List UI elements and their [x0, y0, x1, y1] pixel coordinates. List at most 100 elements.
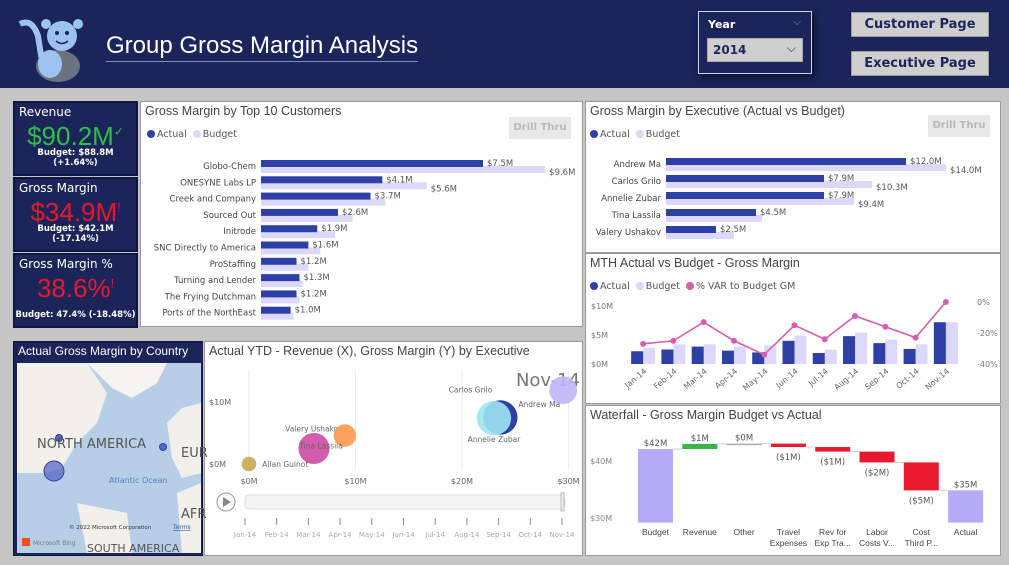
bar-budget — [673, 344, 686, 364]
bar-budget — [666, 232, 734, 239]
bar-actual — [261, 192, 371, 200]
bar-budget — [261, 166, 546, 173]
check-icon: ✓ — [113, 124, 124, 139]
category-label: Carlos Grilo — [612, 177, 661, 187]
timeline-track[interactable] — [244, 494, 566, 510]
x-tick-label: $30M — [557, 477, 579, 486]
y-tick-label: $30M — [590, 514, 612, 523]
category-label: ProStaffing — [210, 260, 256, 270]
x-tick-label: Feb-14 — [652, 367, 679, 391]
bar-budget — [643, 347, 656, 364]
drill-thru-button[interactable]: Drill Thru — [928, 115, 990, 137]
legend-dot-budget — [635, 282, 644, 290]
bar-actual — [261, 257, 297, 265]
data-label-budget: $9.4M — [858, 200, 884, 210]
y2-tick-label: 0% — [977, 298, 990, 307]
bar-budget — [733, 346, 746, 364]
legend-dot-actual — [147, 130, 155, 138]
category-label: ONESYNE Labs LP — [180, 178, 256, 188]
bubble-allan-guinot — [241, 456, 257, 472]
map-label-africa: AFR — [181, 507, 206, 522]
collapse-chevron-icon[interactable]: ⌵ — [793, 17, 801, 28]
x-tick-label: Jun-14 — [774, 367, 800, 391]
data-label: $35M — [954, 480, 978, 490]
y2-tick-label: -20% — [977, 329, 998, 338]
data-label-actual: $1.3M — [303, 273, 329, 283]
play-icon — [223, 497, 231, 507]
mth-chart: $0M $5M $10M 0% -20% -40% Jan-14 Feb-14 Mar-14 Ap… — [591, 298, 998, 393]
data-label-actual: $1.2M — [301, 289, 327, 299]
category-label: Annelie Zubar — [601, 194, 661, 204]
drill-thru-button[interactable]: Drill Thru — [509, 117, 571, 139]
year-slicer[interactable]: Year ⌵ 2014 ⌵ — [698, 11, 812, 74]
executive-page-button[interactable]: Executive Page — [851, 51, 989, 76]
data-label-actual: $1.2M — [301, 257, 327, 267]
kpi-budget: Budget: $88.8M (+1.64%) — [37, 148, 114, 168]
y-tick-label: $0M — [209, 460, 226, 469]
bubble-label: Valery Ushakov — [285, 425, 343, 434]
y-tick-label: $5M — [591, 331, 608, 340]
waterfall-panel: Waterfall - Gross Margin Budget vs Actua… — [585, 405, 1001, 556]
timeline-month-label: Sep-14 — [486, 531, 511, 539]
x-tick-label: Actual — [954, 527, 978, 537]
data-label-actual: $1.6M — [312, 241, 338, 251]
bar-budget — [261, 214, 353, 222]
x-tick-label: Budget — [642, 527, 670, 537]
waterfall-bar — [726, 443, 762, 446]
data-label-actual: $4.1M — [386, 175, 412, 185]
x-tick-label: Other — [733, 527, 754, 537]
x-tick-label: May-14 — [741, 367, 769, 393]
y-tick-label: $0M — [591, 360, 608, 369]
category-label: Turning and Lender — [173, 276, 256, 286]
waterfall-bar — [859, 451, 895, 463]
category-label: Valery Ushakov — [596, 228, 661, 238]
data-label-actual: $2.6M — [342, 208, 368, 218]
x-tick-label: Rev for Exp Tra... — [815, 527, 851, 548]
bar-actual — [691, 346, 704, 364]
y-tick-label: $10M — [209, 398, 231, 407]
land-africa — [177, 483, 201, 553]
customer-page-button[interactable]: Customer Page — [851, 12, 989, 37]
x-tick-label: Sep-14 — [863, 367, 890, 392]
bar-budget — [261, 198, 386, 206]
timeline-handle[interactable] — [560, 492, 565, 512]
scatter-chart: $0M $10M $20M $30M $0M $10M Nov-14 Allan Guinot… — [209, 370, 580, 539]
data-label-actual: $7.9M — [828, 191, 854, 201]
waterfall-bar — [903, 462, 939, 491]
bar-actual — [666, 209, 756, 216]
bar-actual — [721, 350, 734, 364]
chart-legend: Actual Budget % VAR to Budget GM — [587, 281, 795, 292]
var-point — [700, 319, 707, 326]
map-canvas[interactable]: NORTH AMERICA Atlantic Ocean EUR AFR SOU… — [17, 363, 208, 555]
land-greenland — [87, 363, 167, 398]
var-point — [640, 340, 647, 347]
year-dropdown[interactable]: 2014 ⌵ — [707, 38, 803, 62]
x-tick-label: $10M — [344, 477, 366, 486]
chart-title: Gross Margin by Executive (Actual vs Bud… — [590, 104, 845, 118]
alert-icon: ! — [110, 276, 115, 291]
bar-actual — [666, 192, 824, 199]
data-label: $42M — [644, 439, 668, 449]
year-slicer-label: Year — [708, 18, 736, 31]
timeline-month-label: Oct-14 — [519, 531, 543, 539]
legend-dot-budget — [635, 130, 644, 138]
bar-budget — [915, 344, 928, 364]
var-point — [882, 323, 889, 330]
data-label-actual: $7.9M — [828, 174, 854, 184]
data-label-actual: $4.5M — [760, 208, 786, 218]
page-title: Group Gross Margin Analysis — [106, 32, 419, 62]
alert-icon: ! — [117, 200, 121, 215]
data-label-budget: $5.6M — [431, 184, 457, 194]
map-panel: Actual Gross Margin by Country NORTH AME… — [13, 341, 208, 556]
x-tick-label: $20M — [451, 477, 473, 486]
data-label-budget: $10.3M — [876, 183, 908, 193]
category-label: Sourced Out — [203, 211, 256, 221]
data-label: $0M — [735, 434, 753, 444]
data-label: ($1M) — [776, 453, 801, 463]
map-label-south-america: SOUTH AMERICA — [87, 542, 180, 555]
data-label: ($5M) — [909, 496, 934, 506]
bar-actual — [261, 274, 300, 282]
map-terms-link[interactable]: Terms — [172, 524, 191, 531]
waterfall-bar — [770, 443, 806, 448]
timeline-month-label: May-14 — [359, 531, 385, 539]
